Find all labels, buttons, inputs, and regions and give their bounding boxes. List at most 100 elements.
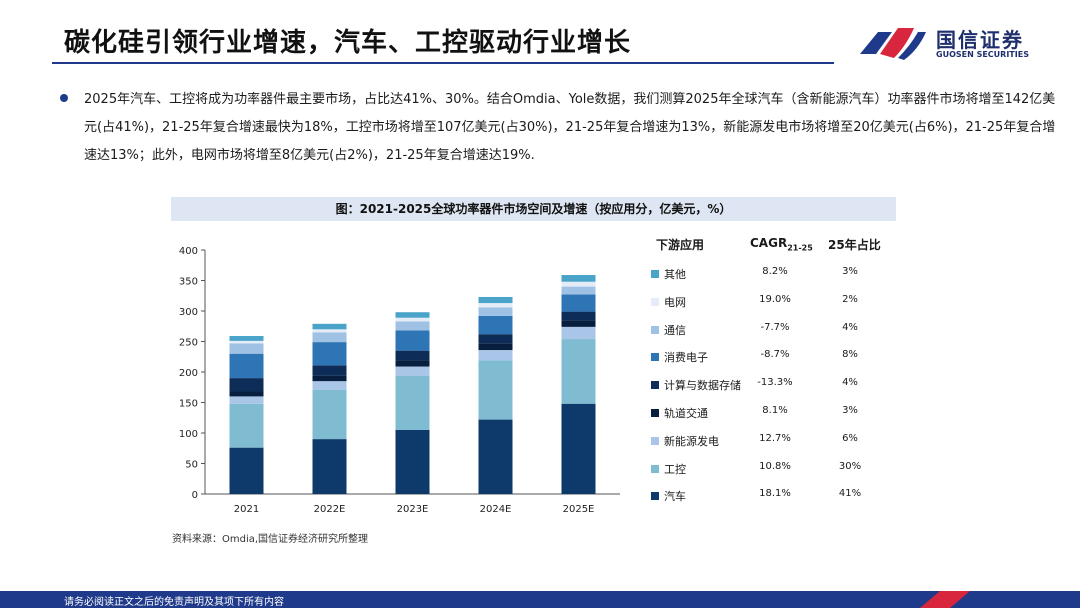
legend-swatch <box>651 270 659 278</box>
legend-application: 其他 <box>664 268 686 281</box>
x-tick-label: 2023E <box>397 504 429 515</box>
bar-segment <box>561 281 596 287</box>
y-tick-label: 100 <box>179 429 198 440</box>
legend-swatch <box>651 353 659 362</box>
legend-row: 电网 19.0% 2% <box>650 294 910 314</box>
legend-row: 工控 10.8% 30% <box>650 461 910 481</box>
bar-segment <box>561 403 596 494</box>
bar-segment <box>478 419 513 494</box>
legend-row: 汽车 18.1% 41% <box>650 488 910 508</box>
source-note: 资料来源：Omdia,国信证券经济研究所整理 <box>172 534 369 545</box>
legend-swatch <box>651 297 659 306</box>
legend-header-cagr-text: CAGR <box>750 236 788 250</box>
bar-segment <box>229 391 264 397</box>
bar-segment <box>561 326 596 340</box>
legend-row: 其他 8.2% 3% <box>650 266 910 286</box>
page-title: 碳化硅引领行业增速，汽车、工控驱动行业增长 <box>64 28 632 58</box>
y-tick-label: 150 <box>179 399 198 410</box>
y-tick-label: 0 <box>192 490 198 501</box>
x-tick-label: 2025E <box>563 504 595 515</box>
bar-segment <box>478 360 513 420</box>
logo-chinese-name: 国信证券 <box>936 28 1024 52</box>
legend-share: 4% <box>842 321 858 333</box>
bar-segment <box>312 365 347 376</box>
legend-cagr: -7.7% <box>760 321 790 333</box>
bar-segment <box>561 286 596 295</box>
legend-share: 6% <box>842 432 858 444</box>
footer-accent-stripe <box>920 591 1080 608</box>
y-tick-label: 350 <box>179 277 198 288</box>
bar-segment <box>229 447 264 494</box>
stacked-bar-chart: 0 50 100 150 200 250 300 350 400 2021 2022E 2023E 20… <box>179 246 620 515</box>
legend-row: 通信 -7.7% 4% <box>650 322 910 342</box>
bullet-paragraph: 2025年汽车、工控将成为功率器件最主要市场，占比达41%、30%。结合Omdi… <box>84 92 1056 163</box>
y-tick-label: 400 <box>179 246 198 257</box>
legend-cagr: -8.7% <box>760 349 790 361</box>
bar-segment <box>312 332 347 343</box>
legend-cagr: 12.7% <box>759 432 791 444</box>
legend-row: 消费电子 -8.7% 8% <box>650 349 910 369</box>
y-tick-label: 300 <box>179 307 198 318</box>
chart-caption: 图：2021-2025全球功率器件市场空间及增速（按应用分，亿美元，%） <box>171 197 896 221</box>
logo-english-name: GUOSEN SECURITIES <box>936 50 1029 59</box>
bar-segment <box>561 311 596 321</box>
legend-cagr: 19.0% <box>759 293 791 305</box>
bar-segment <box>312 439 347 494</box>
legend-swatch <box>651 325 659 334</box>
legend-share: 3% <box>842 266 858 277</box>
legend-share: 4% <box>842 377 858 389</box>
legend-share: 2% <box>842 293 858 305</box>
y-tick-label: 200 <box>179 368 198 379</box>
bullet-dot-icon <box>60 94 68 102</box>
bar-segment <box>561 294 596 312</box>
bar-segment <box>478 307 513 316</box>
legend-application: 计算与数据存储 <box>664 379 741 393</box>
bar-segment <box>561 320 596 327</box>
footer-bar <box>0 591 1080 608</box>
legend-swatch <box>651 409 659 417</box>
bar-segment <box>312 323 347 330</box>
legend-share: 30% <box>838 460 862 472</box>
legend-application: 新能源发电 <box>664 434 719 448</box>
bar-segment <box>395 429 430 494</box>
bar-segment <box>561 339 596 404</box>
legend-application: 电网 <box>664 295 686 309</box>
legend-share: 41% <box>838 488 862 500</box>
guosen-logo-icon <box>860 28 926 60</box>
bar-segment <box>312 381 347 390</box>
bar-segment <box>478 303 513 308</box>
bar-segment <box>395 366 430 376</box>
bar-segment <box>229 353 264 379</box>
legend-swatch <box>651 492 659 501</box>
bar-segment <box>478 315 513 335</box>
legend-header-cagr: CAGR21-25 <box>750 236 813 252</box>
legend-share: 8% <box>842 349 858 361</box>
company-logo: 国信证券 GUOSEN SECURITIES <box>858 20 1058 66</box>
bar-segment <box>395 321 430 331</box>
bar-segment <box>312 389 347 440</box>
legend-header-cagr-period: 21-25 <box>787 243 813 253</box>
bar-segment <box>229 378 264 392</box>
bar-segment <box>312 342 347 366</box>
legend-swatch <box>651 381 659 390</box>
legend-row: 计算与数据存储 -13.3% 4% <box>650 377 910 397</box>
bar-segment <box>229 403 264 448</box>
legend-share: 3% <box>842 405 858 416</box>
footer-disclaimer: 请务必阅读正文之后的免责声明及其项下所有内容 <box>64 597 284 608</box>
legend-header-share: 25年占比 <box>828 238 881 252</box>
bar-segment <box>229 343 264 354</box>
bar-segment <box>478 350 513 361</box>
bar-segment <box>395 317 430 322</box>
legend-swatch <box>651 464 659 473</box>
bar-segment <box>395 350 430 361</box>
bar-segment <box>229 340 264 344</box>
bar-segment <box>478 343 513 351</box>
x-tick-label: 2024E <box>480 504 512 515</box>
bar-segment <box>395 360 430 367</box>
legend-application: 消费电子 <box>664 351 708 365</box>
bar-segment <box>395 330 430 351</box>
x-tick-label: 2021 <box>234 504 259 515</box>
legend-cagr: 8.2% <box>762 266 788 277</box>
bar-segment <box>229 396 264 404</box>
legend-row: 新能源发电 12.7% 6% <box>650 433 910 453</box>
